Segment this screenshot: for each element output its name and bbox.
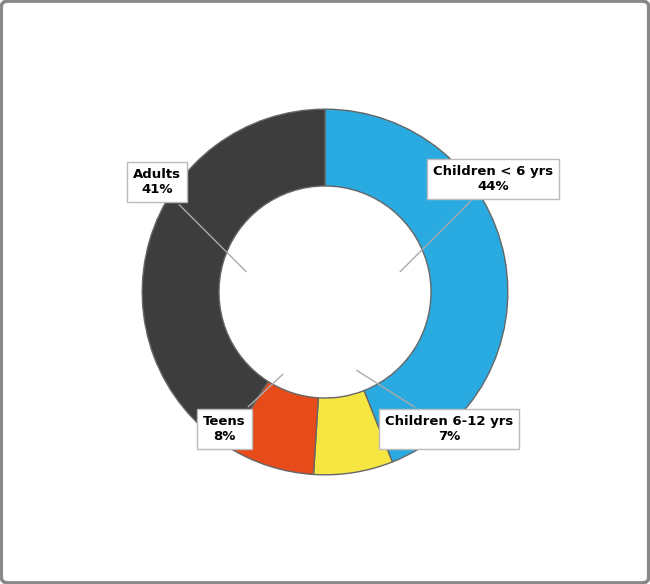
Wedge shape (313, 391, 393, 475)
Wedge shape (142, 109, 325, 446)
Text: Children 6-12 yrs
7%: Children 6-12 yrs 7% (357, 370, 514, 443)
Wedge shape (325, 109, 508, 462)
Text: Adults
41%: Adults 41% (133, 168, 246, 272)
Text: Teens
8%: Teens 8% (203, 374, 283, 443)
Wedge shape (227, 381, 318, 474)
Text: Children < 6 yrs
44%: Children < 6 yrs 44% (400, 165, 553, 272)
